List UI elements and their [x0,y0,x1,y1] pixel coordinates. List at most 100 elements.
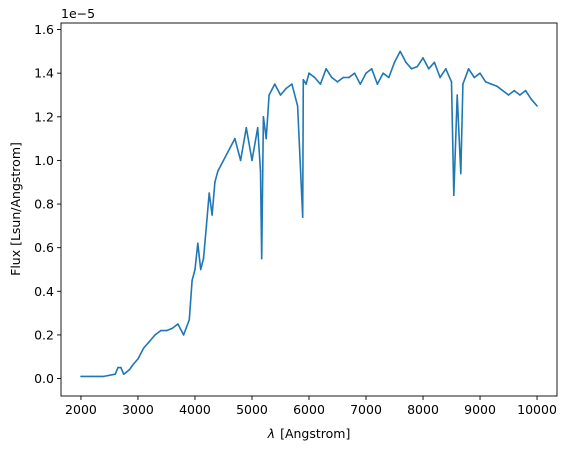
data-point [365,72,367,74]
data-point [370,68,373,70]
data-point [445,68,447,70]
data-point [165,329,168,332]
data-point [382,72,384,74]
data-point [467,68,470,70]
x-tick-label: 8000 [407,402,439,417]
data-point [502,89,504,92]
x-tick-label: 9000 [464,402,496,417]
data-point [450,81,453,83]
data-point [433,61,436,64]
data-point [122,373,125,376]
y-tick-label: 1.6 [34,22,54,37]
data-point [331,76,333,79]
data-point [214,181,216,183]
y-tick-label: 0.0 [34,371,54,386]
data-point [325,68,327,70]
y-tick-label: 0.4 [34,284,54,299]
data-point [80,375,82,378]
data-point [513,89,515,92]
y-offset-base: 1e [61,6,77,21]
data-point [131,364,134,367]
data-point [507,94,510,96]
y-offset-exp: −5 [77,6,95,21]
data-point [197,242,199,245]
data-point [171,327,173,330]
x-tick-label: 4000 [179,402,211,417]
data-point [353,72,356,74]
y-tick-label: 0.2 [34,327,54,342]
data-point [496,85,498,88]
x-tick-label: 6000 [293,402,325,417]
data-point [462,83,464,85]
data-point [399,50,402,53]
data-point [460,172,462,175]
data-point [194,268,196,271]
x-tick-label: 7000 [350,402,382,417]
data-point [228,148,230,151]
data-point [319,83,322,85]
data-point [519,94,521,96]
data-point [222,159,225,162]
data-point [359,83,362,85]
data-point [208,192,210,194]
data-point [274,83,276,85]
x-tick-label: 10000 [517,402,557,417]
data-point [427,68,430,70]
data-point [217,170,219,173]
y-tick-label: 1.4 [34,66,54,81]
y-tick-label: 0.6 [34,240,54,255]
data-point [405,61,407,64]
data-point [199,268,202,271]
x-tick-label: 3000 [122,402,154,417]
data-point [484,81,487,83]
data-point [103,375,105,378]
y-tick-label: 0.8 [34,197,54,212]
data-point [160,329,162,332]
data-point [342,76,345,79]
x-axis-symbol: λ [267,426,275,441]
data-point [490,83,493,85]
data-point [456,94,459,96]
data-point [308,72,310,74]
data-point [182,334,185,336]
data-point [393,61,396,64]
y-offset-label: 1e−5 [61,6,95,21]
y-tick-label: 1.2 [34,109,54,124]
data-point [524,89,527,92]
data-point [260,257,263,260]
data-point [234,137,236,140]
data-point [128,369,131,371]
series-layer [80,50,538,378]
data-point [211,214,213,216]
data-point [530,98,533,101]
x-axis-unit: [Angstrom] [280,426,350,441]
y-tick-label: 1.0 [34,153,54,168]
y-axis-ticks: 0.0 0.2 0.4 0.6 0.8 1.0 1.2 1.4 1.6 [34,22,61,386]
plot-frame [60,22,558,397]
data-point [148,340,151,343]
data-point [256,126,259,129]
data-point [410,68,413,70]
x-axis-label: λ [Angstrom] [267,426,351,441]
data-point [142,347,145,349]
data-point [376,83,379,85]
data-point [305,83,307,85]
data-point [348,76,350,79]
data-point [259,170,262,173]
data-point [191,279,193,282]
data-point [336,81,339,83]
x-axis-ticks: 2000 3000 4000 5000 6000 7000 8000 9000 10000 [65,396,557,417]
data-point [301,216,304,218]
data-point [188,318,191,321]
data-point [285,87,288,90]
data-point [117,366,119,369]
y-axis-label: Flux [Lsun/Angstrom] [8,142,23,276]
data-point [137,358,139,360]
data-point [416,65,419,68]
data-point [268,94,270,96]
data-point [262,116,265,118]
data-point [125,371,128,373]
data-point [251,159,253,162]
data-point [388,76,390,79]
data-point [296,105,299,107]
